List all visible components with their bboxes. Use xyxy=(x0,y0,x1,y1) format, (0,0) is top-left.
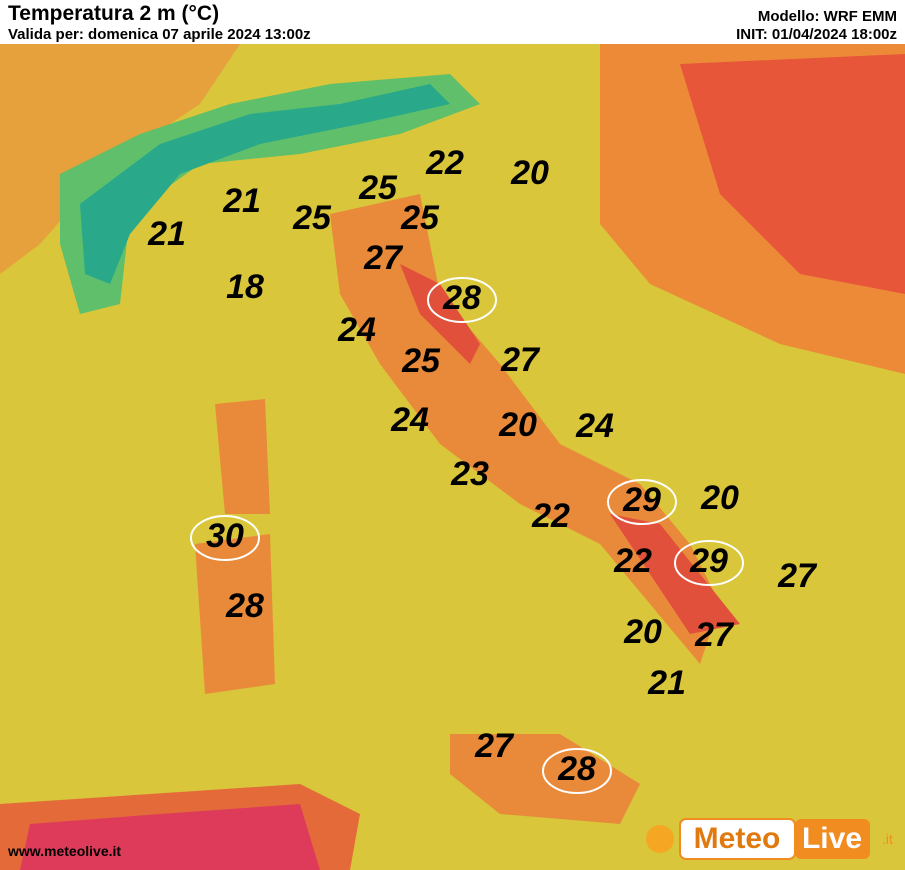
temperature-label: 27 xyxy=(777,557,818,595)
temperature-label: 29 xyxy=(622,481,661,519)
logo-text: Live xyxy=(802,822,862,855)
temperature-label: 21 xyxy=(647,664,686,702)
temperature-label: 28 xyxy=(557,750,596,788)
temperature-label: 20 xyxy=(623,613,662,651)
highlight-circle xyxy=(542,748,612,794)
temperature-label: 22 xyxy=(613,542,652,580)
temperature-label: 20 xyxy=(498,406,537,444)
logo: Meteo Live .it xyxy=(646,818,893,860)
temperature-label: 30 xyxy=(206,517,244,555)
highlight-circle xyxy=(190,515,260,561)
logo-sun xyxy=(646,825,674,853)
temperature-label: 27 xyxy=(694,616,735,654)
temperature-label: 18 xyxy=(226,268,264,306)
temperature-label: 24 xyxy=(575,407,614,445)
cool-area xyxy=(60,74,480,314)
temperature-label: 20 xyxy=(510,154,549,192)
hot-area xyxy=(400,264,740,634)
temperature-label: 21 xyxy=(222,182,261,220)
model: Modello: WRF EMM xyxy=(757,8,897,25)
hot-area xyxy=(20,804,320,870)
temperature-label: 24 xyxy=(337,311,376,349)
highlight-circle xyxy=(427,277,497,323)
logo-text: Meteo xyxy=(694,822,781,855)
warm-area xyxy=(195,399,275,694)
temperature-label: 20 xyxy=(700,479,739,517)
title: Temperatura 2 m (°C) xyxy=(8,2,220,25)
temperature-label: 25 xyxy=(401,342,441,380)
cold-area xyxy=(80,84,450,284)
temperature-label: 27 xyxy=(500,341,541,379)
site-url: www.meteolive.it xyxy=(7,843,121,859)
logo-text: .it xyxy=(882,831,893,847)
temperature-label: 22 xyxy=(531,497,570,535)
temperature-label: 29 xyxy=(689,542,728,580)
temperature-label: 25 xyxy=(358,169,398,207)
temperature-label: 23 xyxy=(450,455,489,493)
valid-time: Valida per: domenica 07 aprile 2024 13:0… xyxy=(8,26,311,43)
highlight-circle xyxy=(674,540,744,586)
hot-area xyxy=(680,54,905,294)
temperature-label: 27 xyxy=(363,239,404,277)
highlight-circle xyxy=(607,479,677,525)
logo-box xyxy=(795,819,870,859)
temperature-label: 21 xyxy=(147,215,186,253)
temperature-label: 25 xyxy=(400,199,440,237)
temperature-label: 28 xyxy=(225,587,264,625)
temperature-label: 28 xyxy=(442,279,481,317)
temperature-label: 22 xyxy=(425,144,464,182)
temperature-label: 27 xyxy=(474,727,515,765)
init-time: INIT: 01/04/2024 18:00z xyxy=(736,26,897,43)
temperature-label: 25 xyxy=(292,199,332,237)
temperature-label: 24 xyxy=(390,401,429,439)
